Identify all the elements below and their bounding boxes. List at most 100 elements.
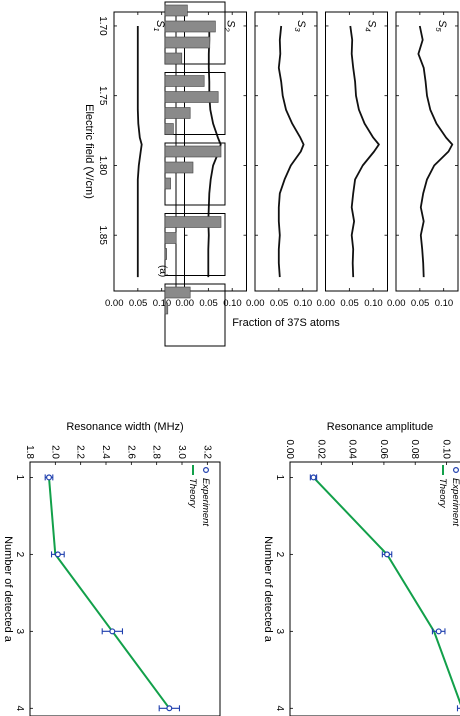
y-tick-label: 3.0 (176, 445, 187, 459)
panel-label-s2: S2 (223, 20, 237, 32)
panel-b-frame-3 (164, 142, 226, 206)
y-tick-label: 0.10 (435, 298, 454, 309)
y-tick-label: 3.2 (201, 445, 212, 459)
series-line-s3 (277, 25, 305, 278)
y-axis-title-a: Fraction of 37S atoms (232, 317, 340, 329)
y-tick-label: 1.8 (24, 445, 35, 459)
experiment-point (54, 551, 61, 558)
panel-label-s4: S4 (364, 20, 378, 32)
panel-a-frame-2 (325, 11, 388, 292)
panel-b-frame-4 (164, 213, 226, 276)
x-tick-label: 2 (274, 552, 285, 558)
y-tick-label: 2.0 (49, 445, 60, 459)
y-tick-label: 0.05 (270, 298, 289, 309)
bar (164, 145, 222, 158)
y-tick-label: 2.6 (125, 445, 136, 459)
experiment-point (435, 628, 442, 635)
legend-experiment-label: Experiment (200, 478, 211, 526)
y-tick-label: 0.08 (409, 440, 420, 460)
y-tick-label: 0.04 (347, 440, 358, 460)
panel-a-frame-3 (254, 11, 318, 292)
y-axis-title: Resonance amplitude (327, 421, 433, 433)
theory-line (48, 477, 171, 709)
bar (164, 302, 169, 315)
series-line-s5 (417, 25, 454, 278)
x-tick-label: 2 (14, 552, 25, 558)
x-axis-title: Number of detected a (262, 536, 274, 643)
panel-b-frame-2 (164, 72, 226, 135)
y-tick-label: 0.00 (246, 298, 265, 309)
y-tick-label: 0.05 (129, 298, 148, 309)
bar (164, 232, 177, 244)
bar (164, 4, 188, 17)
panel-letter-a: (a) (157, 265, 168, 277)
legend-experiment-marker (202, 467, 209, 474)
bar (164, 248, 167, 260)
bar (164, 177, 171, 190)
experiment-point (384, 551, 391, 558)
panel-b-frame-1 (164, 1, 226, 65)
x-tick-label: 1 (274, 475, 285, 481)
y-tick-label: 0.05 (340, 298, 359, 309)
y-tick-label: 0.00 (105, 298, 124, 309)
experiment-point (166, 705, 173, 712)
x-tick-label: 1.75 (97, 86, 108, 106)
y-tick-label: 0.00 (387, 298, 406, 309)
bar (164, 286, 191, 299)
panel-label-s1: S1 (152, 20, 166, 32)
y-tick-label: 0.02 (315, 440, 326, 460)
x-tick-label: 1.80 (97, 156, 108, 176)
bar (164, 20, 216, 33)
y-tick-label: 0.05 (411, 298, 430, 309)
x-tick-label: 1.85 (97, 225, 108, 245)
x-tick-label: 1.70 (97, 16, 108, 36)
bar (164, 107, 191, 119)
bar (164, 52, 183, 65)
y-tick-label: 0.10 (223, 298, 242, 309)
x-tick-label: 4 (14, 706, 25, 712)
experiment-point (109, 628, 116, 635)
bar (164, 36, 211, 49)
panel-c-frame (289, 461, 460, 716)
y-tick-label: 2.4 (100, 445, 111, 459)
y-tick-label: 2.8 (151, 445, 162, 459)
y-tick-label: 2.2 (75, 445, 86, 459)
y-tick-label: 0.05 (199, 298, 218, 309)
panel-label-s5: S5 (434, 20, 448, 32)
y-tick-label: 0.10 (364, 298, 383, 309)
panel-a-frame-1 (395, 11, 459, 292)
legend-experiment-marker (452, 467, 460, 474)
x-axis-title: Number of detected a (2, 536, 14, 643)
y-tick-label: 0.10 (441, 440, 452, 460)
x-axis-title-a: Electric field (V/cm) (83, 104, 95, 199)
legend-experiment-label: Experiment (450, 478, 460, 526)
experiment-point (310, 474, 317, 481)
y-tick-label: 0.10 (294, 298, 313, 309)
bar (164, 216, 222, 228)
y-tick-label: 0.00 (317, 298, 336, 309)
y-axis-title: Resonance width (MHz) (66, 421, 183, 433)
series-line-s4 (349, 25, 380, 278)
panel-d-frame (29, 461, 221, 716)
x-tick-label: 4 (274, 706, 285, 712)
legend-theory-label: Theory (437, 478, 448, 509)
y-tick-label: 0.00 (284, 440, 295, 460)
bar (164, 75, 205, 87)
y-tick-label: 0.00 (176, 298, 195, 309)
panel-label-s3: S3 (293, 20, 307, 32)
x-tick-label: 3 (274, 629, 285, 635)
x-tick-label: 1 (14, 475, 25, 481)
bar (164, 91, 219, 103)
y-tick-label: 0.06 (378, 440, 389, 460)
series-line-s1 (136, 26, 143, 278)
panel-b-frame-5 (164, 283, 226, 347)
experiment-point (45, 474, 52, 481)
bar (164, 161, 194, 174)
y-tick-label: 0.10 (153, 298, 172, 309)
theory-line (312, 476, 460, 709)
legend-theory-label: Theory (187, 478, 198, 509)
bar (164, 123, 174, 135)
x-tick-label: 3 (14, 629, 25, 635)
